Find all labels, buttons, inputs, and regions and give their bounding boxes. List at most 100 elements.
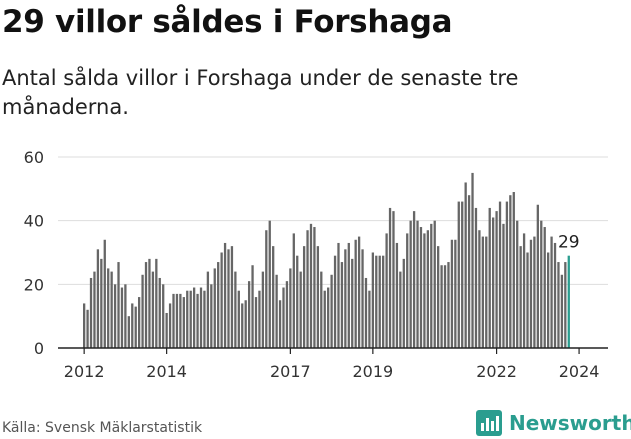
bar [320,271,323,348]
bar [553,242,557,348]
bar [498,201,502,348]
bar [392,211,395,348]
bar [395,242,399,348]
bar [357,236,361,348]
bar [306,230,309,348]
bar [464,182,467,348]
bar [292,233,295,348]
bar [536,204,539,348]
y-tick-label: 20 [24,275,44,294]
bar [361,249,364,348]
bar [471,172,474,348]
bar [540,220,543,348]
chart-title: 29 villor såldes i Forshaga [2,4,453,40]
bar [323,290,326,348]
bar [237,290,240,348]
bar [113,284,117,348]
bar [533,236,536,348]
bar [278,300,282,348]
bar [86,309,89,348]
bar [509,195,512,348]
bar [179,293,182,348]
bar [296,255,299,348]
brand-logo[interactable]: Newsworthy [475,407,631,439]
bar [247,281,251,348]
y-tick-label: 0 [34,339,44,358]
bar [550,236,553,348]
x-tick-label: 2012 [64,362,105,381]
bar [282,287,285,348]
bar [289,268,292,348]
bar [547,252,550,348]
bar [103,239,106,348]
bar [93,271,96,348]
bar [120,287,124,348]
bar [426,230,429,348]
bar [474,207,478,348]
bar [302,246,306,348]
bar [412,211,416,348]
bar [495,211,498,348]
bar [265,230,268,348]
bar [443,265,447,348]
bar [210,284,213,348]
bar [165,312,168,348]
bar [206,271,210,348]
bar [117,262,120,348]
bar [351,258,354,348]
bar [131,303,134,348]
bar [261,271,265,348]
bar [478,230,481,348]
bar [223,242,227,348]
bar [447,262,450,348]
bar [492,217,495,348]
bar [385,233,388,348]
bar [155,258,158,348]
bar [220,252,223,348]
chart-subtitle: Antal sålda villor i Forshaga under de s… [2,66,519,119]
bar [162,284,165,348]
bar [203,290,206,348]
bar [144,262,148,348]
bar [251,265,254,348]
bar [454,239,457,348]
bar [134,306,137,348]
bar [186,290,189,348]
bar [419,227,423,348]
bar [433,220,436,348]
x-tick-label: 2022 [476,362,517,381]
bar [309,223,313,348]
bar [347,242,350,348]
bar [254,297,258,348]
bar [230,246,234,348]
bar [83,303,86,348]
bar [450,239,454,348]
brand-name: Newsworthy [509,411,631,435]
bar [175,293,179,348]
bar [89,277,93,348]
bar [354,239,357,348]
bar [519,246,522,348]
bar [522,233,526,348]
bar-chart-icon [476,410,502,436]
bar [196,293,199,348]
x-tick-label: 2024 [559,362,600,381]
bar [189,290,192,348]
bar [234,271,237,348]
bar [127,316,130,348]
bar [382,255,385,348]
bar [141,274,144,348]
y-axis: 0 20 40 60 [24,148,44,358]
x-tick-label: 2014 [146,362,187,381]
bar [364,277,368,348]
bar [371,252,375,348]
bar [110,271,113,348]
bar [440,265,443,348]
x-tick-label: 2017 [270,362,311,381]
bar [316,246,320,348]
bar [406,233,409,348]
bar [564,262,567,348]
bar [368,290,371,348]
bar [244,300,247,348]
bar [182,297,185,348]
